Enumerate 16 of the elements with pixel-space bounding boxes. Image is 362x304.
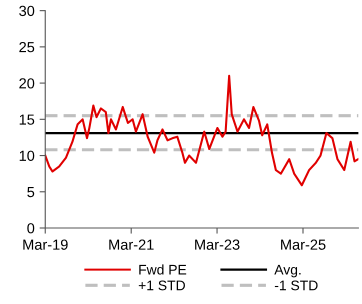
y-tick-label: 25 (19, 42, 34, 52)
x-tick-label: Mar-25 (281, 239, 326, 250)
y-tick-label: 30 (19, 6, 34, 16)
y-tick-label: 0 (27, 223, 34, 234)
legend-label: Avg. (274, 264, 301, 278)
line-series (45, 74, 358, 186)
x-tick-label: Mar-21 (109, 239, 154, 250)
legend-label: -1 STD (274, 280, 318, 290)
legend-label: Fwd PE (139, 264, 186, 275)
x-tick-label: Mar-19 (23, 239, 68, 250)
legend-label: +1 STD (138, 280, 185, 290)
y-tick-label: 15 (20, 114, 34, 125)
y-tick-label: 5 (27, 187, 34, 198)
y-tick-label: 20 (19, 78, 34, 89)
y-tick-label: 10 (20, 150, 34, 161)
x-tick-label: Mar-23 (195, 239, 240, 250)
